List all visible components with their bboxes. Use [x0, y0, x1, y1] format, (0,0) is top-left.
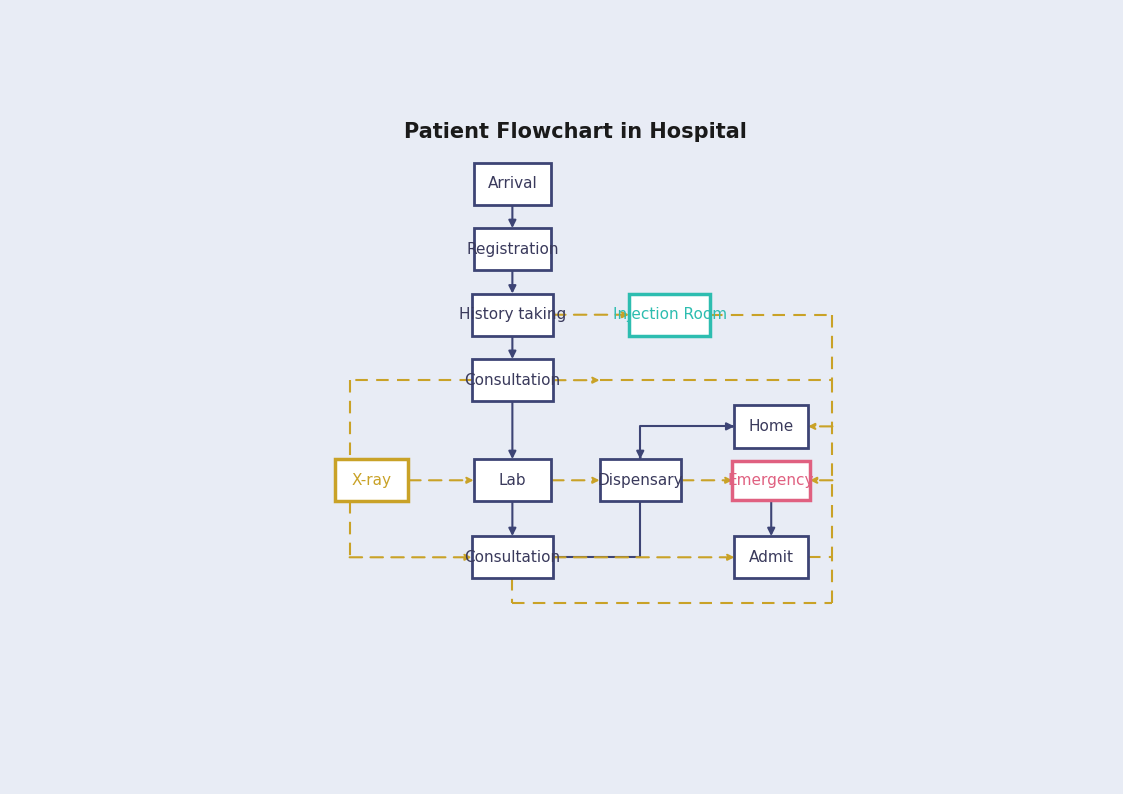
FancyBboxPatch shape — [474, 459, 551, 502]
Text: Patient Flowchart in Hospital: Patient Flowchart in Hospital — [404, 122, 748, 142]
FancyBboxPatch shape — [629, 294, 711, 336]
FancyBboxPatch shape — [472, 294, 553, 336]
Text: Home: Home — [749, 419, 794, 434]
Text: Consultation: Consultation — [464, 549, 560, 565]
FancyBboxPatch shape — [335, 459, 408, 502]
Text: Arrival: Arrival — [487, 176, 537, 191]
Text: History taking: History taking — [459, 307, 566, 322]
Text: Lab: Lab — [499, 472, 527, 488]
FancyBboxPatch shape — [474, 228, 551, 271]
Text: X-ray: X-ray — [351, 472, 391, 488]
FancyBboxPatch shape — [472, 359, 553, 401]
FancyBboxPatch shape — [474, 163, 551, 205]
FancyBboxPatch shape — [734, 536, 809, 579]
Text: Registration: Registration — [466, 242, 558, 256]
FancyBboxPatch shape — [732, 461, 810, 499]
Text: Emergency: Emergency — [728, 472, 814, 488]
FancyBboxPatch shape — [600, 459, 681, 502]
FancyBboxPatch shape — [472, 536, 553, 579]
Text: Dispensary: Dispensary — [597, 472, 683, 488]
Text: Admit: Admit — [749, 549, 794, 565]
Text: Consultation: Consultation — [464, 372, 560, 387]
Text: Injection Room: Injection Room — [613, 307, 727, 322]
FancyBboxPatch shape — [734, 405, 809, 448]
